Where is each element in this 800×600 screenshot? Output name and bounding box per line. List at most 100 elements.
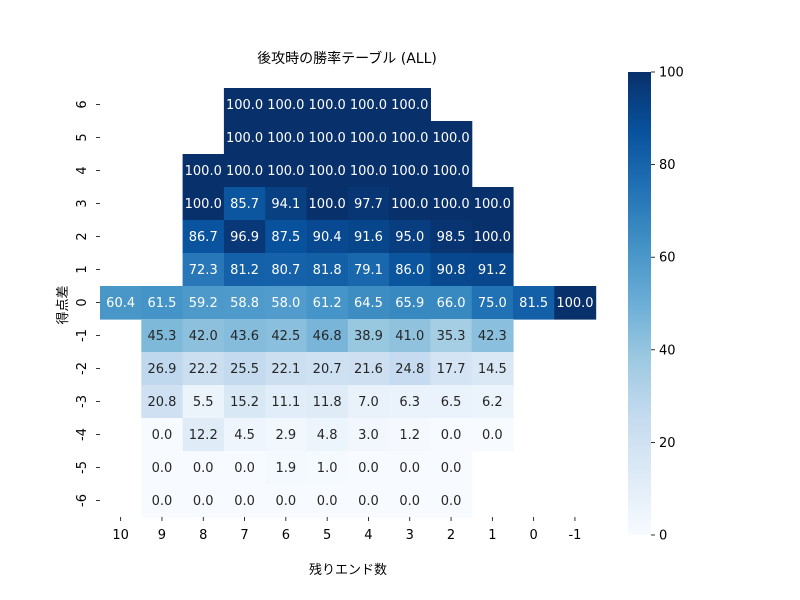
cell-value-label: 100.0 [185,197,222,212]
heatmap-cell [182,253,225,287]
heatmap-cell [389,121,431,155]
cell-value-label: 0.0 [193,494,214,509]
heatmap-cell [347,121,390,155]
heatmap-cell [306,187,349,221]
cell-value-label: 59.2 [189,296,218,311]
colorbar-tick-label: 60 [659,251,676,266]
cell-value-label: 66.0 [437,296,466,311]
heatmap-cell [265,187,308,221]
cell-value-label: 20.7 [313,362,342,377]
heatmap-cell [430,319,473,353]
cell-value-label: 75.0 [478,296,507,311]
cell-value-label: 81.2 [230,263,259,278]
heatmap-cell [265,286,308,320]
cell-value-label: 1.0 [317,461,338,476]
heatmap-cell [347,253,390,287]
heatmap-cell [306,451,349,485]
colorbar-tick-label: 40 [659,343,676,358]
heatmap-cell [265,121,308,155]
heatmap-cell [265,385,308,419]
cell-value-label: 72.3 [189,263,218,278]
cell-value-label: 100.0 [391,131,428,146]
heatmap-cell [471,319,514,353]
y-axis-label: 得点差 [55,285,71,324]
x-tick-label: 9 [158,528,166,543]
cell-value-label: 97.7 [354,197,383,212]
heatmap-cell [223,352,266,386]
cell-value-label: 3.0 [358,428,379,443]
x-tick-label: 0 [530,528,538,543]
heatmap-cell [265,352,308,386]
cell-value-label: 4.5 [234,428,255,443]
cell-value-label: 6.5 [441,395,462,410]
x-axis-label: 残りエンド数 [309,563,387,578]
heatmap-cell [265,418,308,452]
heatmap-cell [306,253,349,287]
cell-value-label: 25.5 [230,362,259,377]
heatmap-cell [265,154,308,188]
cell-value-label: 100.0 [267,98,304,113]
heatmap-cell [471,385,514,419]
heatmap-cell [306,286,349,320]
cell-value-label: 65.9 [395,296,424,311]
heatmap-cell [430,154,473,188]
x-tick-label: 4 [364,528,372,543]
y-tick-label: -1 [75,329,90,342]
heatmap-cell [430,187,473,221]
y-tick-label: -4 [75,428,90,441]
cell-value-label: 58.8 [230,296,259,311]
heatmap-cell [265,88,308,122]
heatmap-cell [389,484,431,518]
cell-value-label: 100.0 [267,164,304,179]
heatmap-cell [265,220,308,254]
cell-value-label: 79.1 [354,263,383,278]
cell-value-label: 86.0 [395,263,424,278]
heatmap-cell [306,88,349,122]
colorbar-tick-label: 100 [659,66,684,81]
y-tick-label: 4 [75,166,90,174]
chart-title: 後攻時の勝率テーブル (ALL) [257,50,437,67]
heatmap-cell [223,253,266,287]
heatmap-cell [141,484,184,518]
heatmap-cell [141,385,184,419]
cell-value-label: 5.5 [193,395,214,410]
y-tick-label: 2 [75,232,90,240]
cell-value-label: 6.3 [399,395,420,410]
heatmap-cell [389,352,431,386]
heatmap-cell [223,319,266,353]
heatmap-cell [389,253,431,287]
heatmap-cell [389,187,431,221]
cell-value-label: 100.0 [432,164,469,179]
heatmap-cell [223,385,266,419]
x-axis-ticks: 10 9 8 7 6 5 4 3 2 1 0 -1 [112,517,581,543]
heatmap-cell [554,286,597,320]
y-tick-label: 0 [75,298,90,306]
cell-value-label: 6.2 [482,395,503,410]
cell-value-label: 100.0 [309,131,346,146]
cell-value-label: 64.5 [354,296,383,311]
cell-value-label: 100.0 [556,296,593,311]
y-tick-label: 6 [75,100,90,108]
cell-value-label: 0.0 [152,428,173,443]
heatmap-cell [347,352,390,386]
cell-value-label: 2.9 [276,428,297,443]
cell-value-label: 0.0 [399,461,420,476]
cell-value-label: 0.0 [358,461,379,476]
y-tick-label: 1 [75,265,90,273]
heatmap-cell [430,484,473,518]
cell-value-label: 15.2 [230,395,259,410]
y-axis-ticks: 6 5 4 3 2 1 0 -1 -2 -3 -4 -5 -6 [75,100,100,507]
heatmap-cell [182,385,225,419]
cell-value-label: 0.0 [482,428,503,443]
heatmap-cell [265,451,308,485]
cell-value-label: 94.1 [271,197,300,212]
cell-value-label: 42.0 [189,329,218,344]
heatmap-cell [141,286,184,320]
heatmap-cell [182,220,225,254]
cell-value-label: 100.0 [474,230,511,245]
cell-value-label: 22.2 [189,362,218,377]
heatmap-cell [430,286,473,320]
cell-value-label: 26.9 [147,362,176,377]
heatmap-cell [141,418,184,452]
